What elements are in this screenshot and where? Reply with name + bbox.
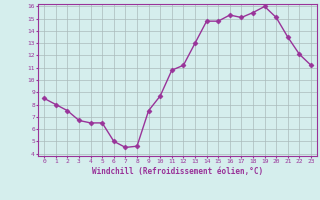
X-axis label: Windchill (Refroidissement éolien,°C): Windchill (Refroidissement éolien,°C) xyxy=(92,167,263,176)
